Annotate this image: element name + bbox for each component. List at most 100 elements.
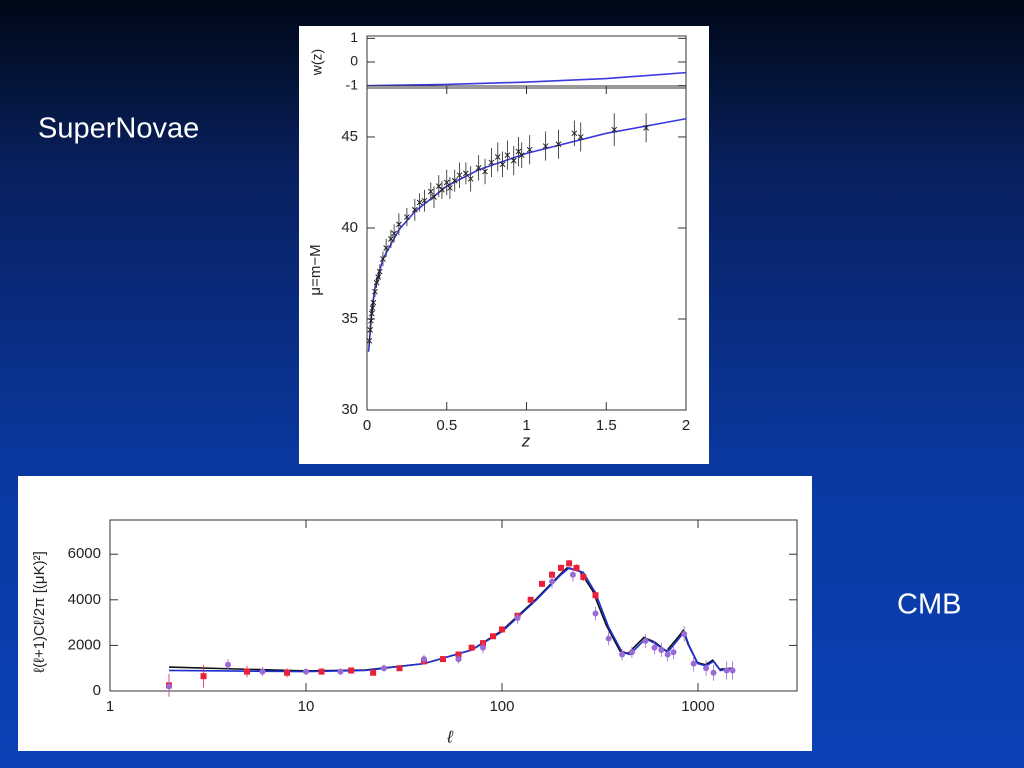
x-axis-label: ℓ [446, 727, 453, 746]
data-point [388, 236, 394, 242]
data-point [643, 125, 649, 131]
data-point [592, 592, 599, 599]
y-axis-label: μ=m−M [307, 244, 324, 295]
data-point [370, 669, 377, 676]
y-tick-label: 35 [341, 310, 358, 327]
data-point [571, 130, 578, 137]
data-point [391, 230, 397, 237]
data-point [455, 656, 462, 663]
y-tick-label: -1 [346, 76, 359, 92]
data-point [259, 668, 266, 675]
data-point [439, 186, 445, 193]
data-point [504, 152, 511, 159]
x-tick-label: 0.5 [436, 417, 457, 434]
x-tick-label: 1 [522, 417, 530, 434]
data-point [611, 126, 618, 133]
y-tick-label: 4000 [68, 591, 101, 608]
slide-label: SuperNovae [38, 113, 199, 145]
model-curve [366, 71, 687, 87]
slide-label: CMB [897, 589, 961, 621]
data-point [498, 626, 505, 633]
data-point [480, 644, 487, 651]
x-tick-label: 0 [363, 417, 371, 434]
data-point [463, 170, 469, 177]
plot-frame [109, 519, 798, 692]
data-point [514, 615, 521, 622]
data-point [443, 179, 450, 186]
data-point [499, 161, 506, 168]
data-point [557, 564, 564, 571]
x-tick-label: 100 [489, 698, 514, 715]
y-tick-label: 40 [341, 219, 358, 236]
cmb-panel [18, 476, 812, 751]
y-tick-label: 2000 [68, 636, 101, 653]
data-point [494, 154, 501, 160]
y-tick-label: 0 [350, 53, 358, 69]
y-tick-label: 45 [341, 128, 358, 145]
data-point [376, 268, 383, 275]
supernova-panel [299, 26, 709, 464]
data-point [427, 188, 434, 195]
data-point [366, 337, 373, 344]
data-point [690, 660, 697, 667]
data-point [628, 649, 635, 656]
x-tick-label: 2 [682, 417, 690, 434]
data-point [396, 665, 403, 672]
x-tick-label: 1.5 [596, 417, 617, 434]
data-point [605, 635, 612, 642]
data-point [475, 165, 482, 171]
data-point [542, 143, 549, 149]
data-point [368, 317, 374, 324]
data-point [651, 644, 658, 651]
y-tick-label: 30 [341, 401, 358, 418]
data-point [380, 256, 386, 262]
data-point [729, 667, 736, 674]
data-point [488, 159, 495, 166]
data-point [447, 185, 453, 191]
data-point [518, 152, 525, 159]
data-point [566, 560, 573, 567]
data-point [569, 571, 576, 578]
data-point [380, 665, 387, 672]
data-point [664, 651, 671, 658]
x-tick-label: 1000 [681, 698, 714, 715]
data-point [580, 574, 587, 580]
data-point [703, 665, 710, 672]
data-point [302, 668, 309, 675]
data-point [439, 656, 446, 663]
data-point [510, 157, 517, 164]
data-point [451, 177, 458, 184]
data-point [372, 288, 378, 295]
data-point [368, 310, 375, 317]
data-point [421, 197, 428, 204]
data-point [370, 299, 377, 306]
data-point [526, 146, 533, 153]
data-point [468, 644, 475, 651]
data-point [318, 668, 325, 675]
data-point [284, 669, 291, 676]
data-point [411, 206, 418, 213]
y-tick-label: 0 [93, 682, 101, 699]
data-point [723, 667, 730, 674]
data-point [527, 596, 534, 603]
data-point [549, 578, 556, 585]
data-point [404, 214, 410, 220]
data-point [710, 669, 717, 676]
data-point [573, 564, 580, 571]
data-point [420, 656, 427, 663]
data-point [681, 631, 688, 637]
data-point [619, 651, 626, 658]
data-point [337, 668, 344, 675]
data-point [200, 673, 207, 680]
data-point [348, 667, 355, 674]
data-point [539, 580, 546, 587]
data-point [416, 199, 423, 206]
data-point [658, 646, 665, 653]
data-point [369, 305, 376, 311]
x-axis-label: z [521, 431, 531, 450]
data-point [456, 172, 463, 179]
data-point [225, 661, 232, 668]
y-tick-label: 6000 [68, 545, 101, 562]
